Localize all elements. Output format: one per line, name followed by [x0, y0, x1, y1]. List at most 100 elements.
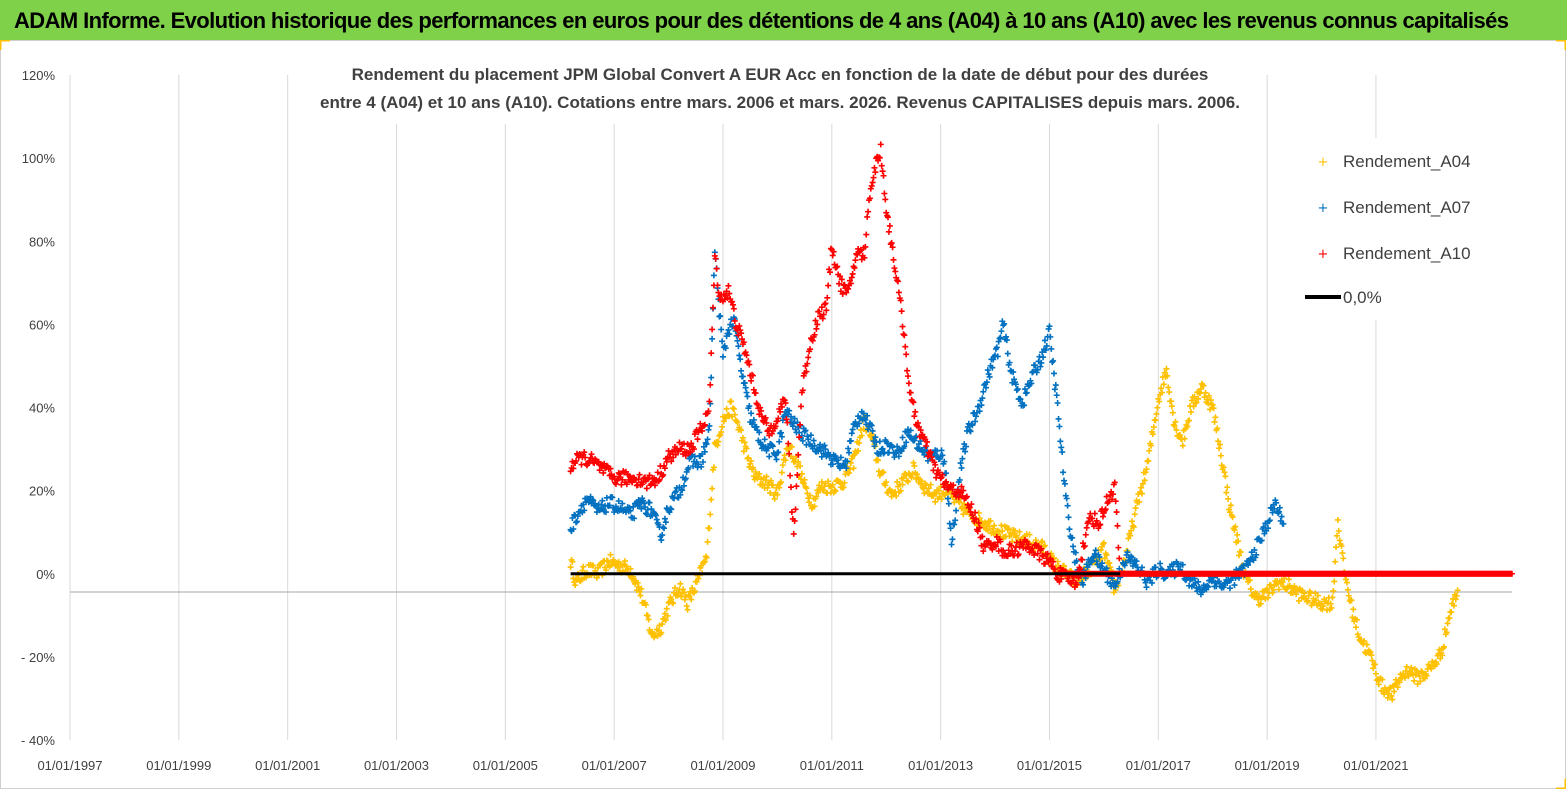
- point-rendement-a10: [790, 530, 797, 537]
- point-rendement-a07: [648, 506, 655, 513]
- point-rendement-a10: [830, 248, 837, 255]
- point-rendement-a10: [958, 483, 965, 490]
- point-rendement-a10: [596, 467, 603, 474]
- point-rendement-a10: [729, 298, 736, 305]
- point-rendement-a10: [1012, 548, 1019, 555]
- point-rendement-a10: [1050, 558, 1057, 565]
- point-rendement-a07: [1011, 376, 1018, 383]
- point-rendement-a07: [1058, 444, 1065, 451]
- point-rendement-a10: [772, 423, 779, 430]
- point-rendement-a07: [849, 426, 856, 433]
- point-rendement-a10: [1073, 581, 1080, 588]
- point-rendement-a04: [782, 457, 789, 464]
- point-rendement-a07: [573, 518, 580, 525]
- point-rendement-a10: [725, 282, 732, 289]
- point-rendement-a04: [1146, 447, 1153, 454]
- point-rendement-a07: [983, 379, 990, 386]
- point-rendement-a04: [744, 455, 751, 462]
- x-tick-label: 01/01/2011: [800, 758, 864, 773]
- point-rendement-a04: [1231, 526, 1238, 533]
- point-rendement-a04: [1275, 586, 1282, 593]
- point-rendement-a10: [737, 327, 744, 334]
- point-rendement-a07: [996, 335, 1003, 342]
- point-rendement-a07: [704, 436, 711, 443]
- point-rendement-a07: [1056, 423, 1063, 430]
- point-rendement-a04: [680, 589, 687, 596]
- point-rendement-a07: [1034, 366, 1041, 373]
- point-rendement-a04: [935, 487, 942, 494]
- point-rendement-a04: [1350, 606, 1357, 613]
- point-rendement-a04: [778, 479, 785, 486]
- point-rendement-a07: [1001, 320, 1008, 327]
- point-rendement-a04: [1210, 405, 1217, 412]
- point-rendement-a07: [846, 449, 853, 456]
- point-rendement-a04: [1338, 543, 1345, 550]
- point-rendement-a10: [600, 469, 607, 476]
- point-rendement-a07: [1205, 584, 1212, 591]
- point-rendement-a10: [1114, 522, 1121, 529]
- point-rendement-a04: [1285, 576, 1292, 583]
- point-rendement-a10: [843, 289, 850, 296]
- point-rendement-a04: [684, 606, 691, 613]
- point-rendement-a04: [1334, 516, 1341, 523]
- point-rendement-a10: [743, 352, 750, 359]
- point-rendement-a07: [1112, 583, 1119, 590]
- chart-title-background: [300, 60, 1258, 124]
- point-rendement-a07: [1260, 524, 1267, 531]
- point-rendement-a04: [1229, 514, 1236, 521]
- point-rendement-a04: [1330, 587, 1337, 594]
- point-rendement-a10: [910, 399, 917, 406]
- point-rendement-a07: [835, 460, 842, 467]
- point-rendement-a10: [824, 294, 831, 301]
- point-rendement-a07: [799, 437, 806, 444]
- point-rendement-a10: [635, 476, 642, 483]
- point-rendement-a10: [997, 538, 1004, 545]
- point-rendement-a07: [1065, 514, 1072, 521]
- point-rendement-a07: [901, 443, 908, 450]
- point-rendement-a07: [1004, 350, 1011, 357]
- point-rendement-a07: [989, 364, 996, 371]
- point-rendement-a07: [1060, 477, 1067, 484]
- point-rendement-a10: [651, 482, 658, 489]
- point-rendement-a07: [904, 429, 911, 436]
- point-rendement-a10: [883, 209, 890, 216]
- point-rendement-a10: [891, 265, 898, 272]
- point-rendement-a10: [943, 478, 950, 485]
- point-rendement-a07: [1038, 359, 1045, 366]
- point-rendement-a04: [1220, 464, 1227, 471]
- point-rendement-a10: [618, 481, 625, 488]
- x-tick-label: 01/01/2021: [1343, 758, 1408, 773]
- point-rendement-a10: [628, 478, 635, 485]
- point-rendement-a10: [804, 360, 811, 367]
- point-rendement-a04: [1437, 655, 1444, 662]
- point-rendement-a07: [1062, 492, 1069, 499]
- point-rendement-a07: [1048, 345, 1055, 352]
- point-rendement-a10: [1051, 566, 1058, 573]
- point-rendement-a04: [1158, 389, 1165, 396]
- point-rendement-a04: [961, 500, 968, 507]
- point-rendement-a10: [861, 254, 868, 261]
- point-rendement-a04: [1171, 422, 1178, 429]
- point-rendement-a07: [1006, 359, 1013, 366]
- point-rendement-a04: [1372, 661, 1379, 668]
- point-rendement-a07: [941, 458, 948, 465]
- point-rendement-a07: [1012, 381, 1019, 388]
- point-rendement-a10: [816, 308, 823, 315]
- point-rendement-a07: [1070, 543, 1077, 550]
- point-rendement-a10: [956, 488, 963, 495]
- point-rendement-a10: [892, 268, 899, 275]
- point-rendement-a04: [1416, 673, 1423, 680]
- point-rendement-a04: [1289, 590, 1296, 597]
- point-rendement-a07: [1059, 449, 1066, 456]
- point-rendement-a04: [883, 479, 890, 486]
- point-rendement-a04: [829, 481, 836, 488]
- point-rendement-a04: [846, 469, 853, 476]
- point-rendement-a04: [1372, 670, 1379, 677]
- point-rendement-a10: [782, 400, 789, 407]
- point-rendement-a07: [1023, 389, 1030, 396]
- point-rendement-a10: [826, 266, 833, 273]
- point-rendement-a10: [989, 546, 996, 553]
- point-rendement-a04: [1207, 397, 1214, 404]
- point-rendement-a04: [602, 567, 609, 574]
- point-rendement-a07: [862, 416, 869, 423]
